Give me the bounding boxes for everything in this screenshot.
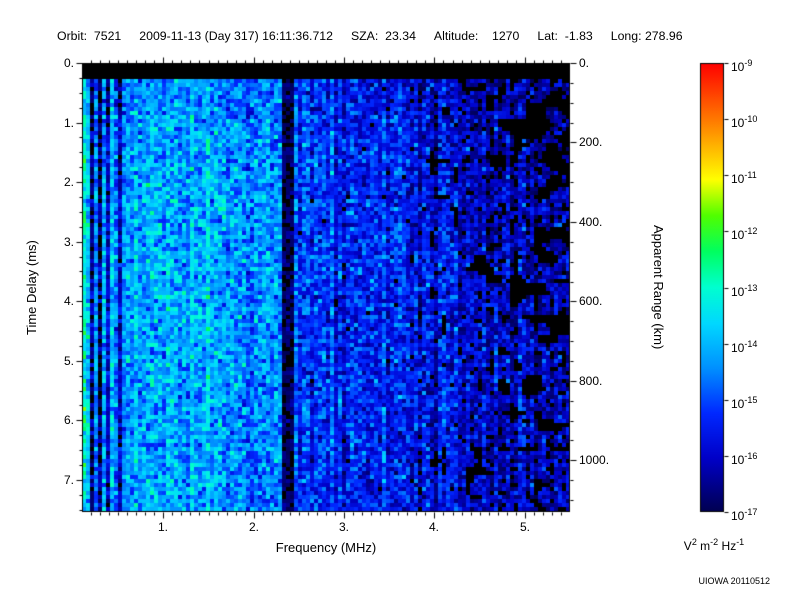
header-datetime: 2009-11-13 (Day 317) 16:11:36.712 <box>139 29 333 43</box>
watermark: UIOWA 20110512 <box>698 576 770 586</box>
header-altitude: Altitude: 1270 <box>433 29 520 43</box>
x-axis-label: Frequency (MHz) <box>275 540 377 555</box>
header-orbit: Orbit: 7521 <box>57 29 122 43</box>
header-lat: Lat: -1.83 <box>537 29 593 43</box>
colorbar-unit-label: V2 m-2 Hz-1 <box>683 537 745 553</box>
header: Orbit: 7521 2009-11-13 (Day 317) 16:11:3… <box>57 29 683 43</box>
header-long: Long: 278.96 <box>610 29 683 43</box>
y-axis-label-time-delay: Time Delay (ms) <box>24 240 39 335</box>
header-sza: SZA: 23.34 <box>350 29 416 43</box>
y-axis-label-apparent-range: Apparent Range (km) <box>651 225 666 350</box>
